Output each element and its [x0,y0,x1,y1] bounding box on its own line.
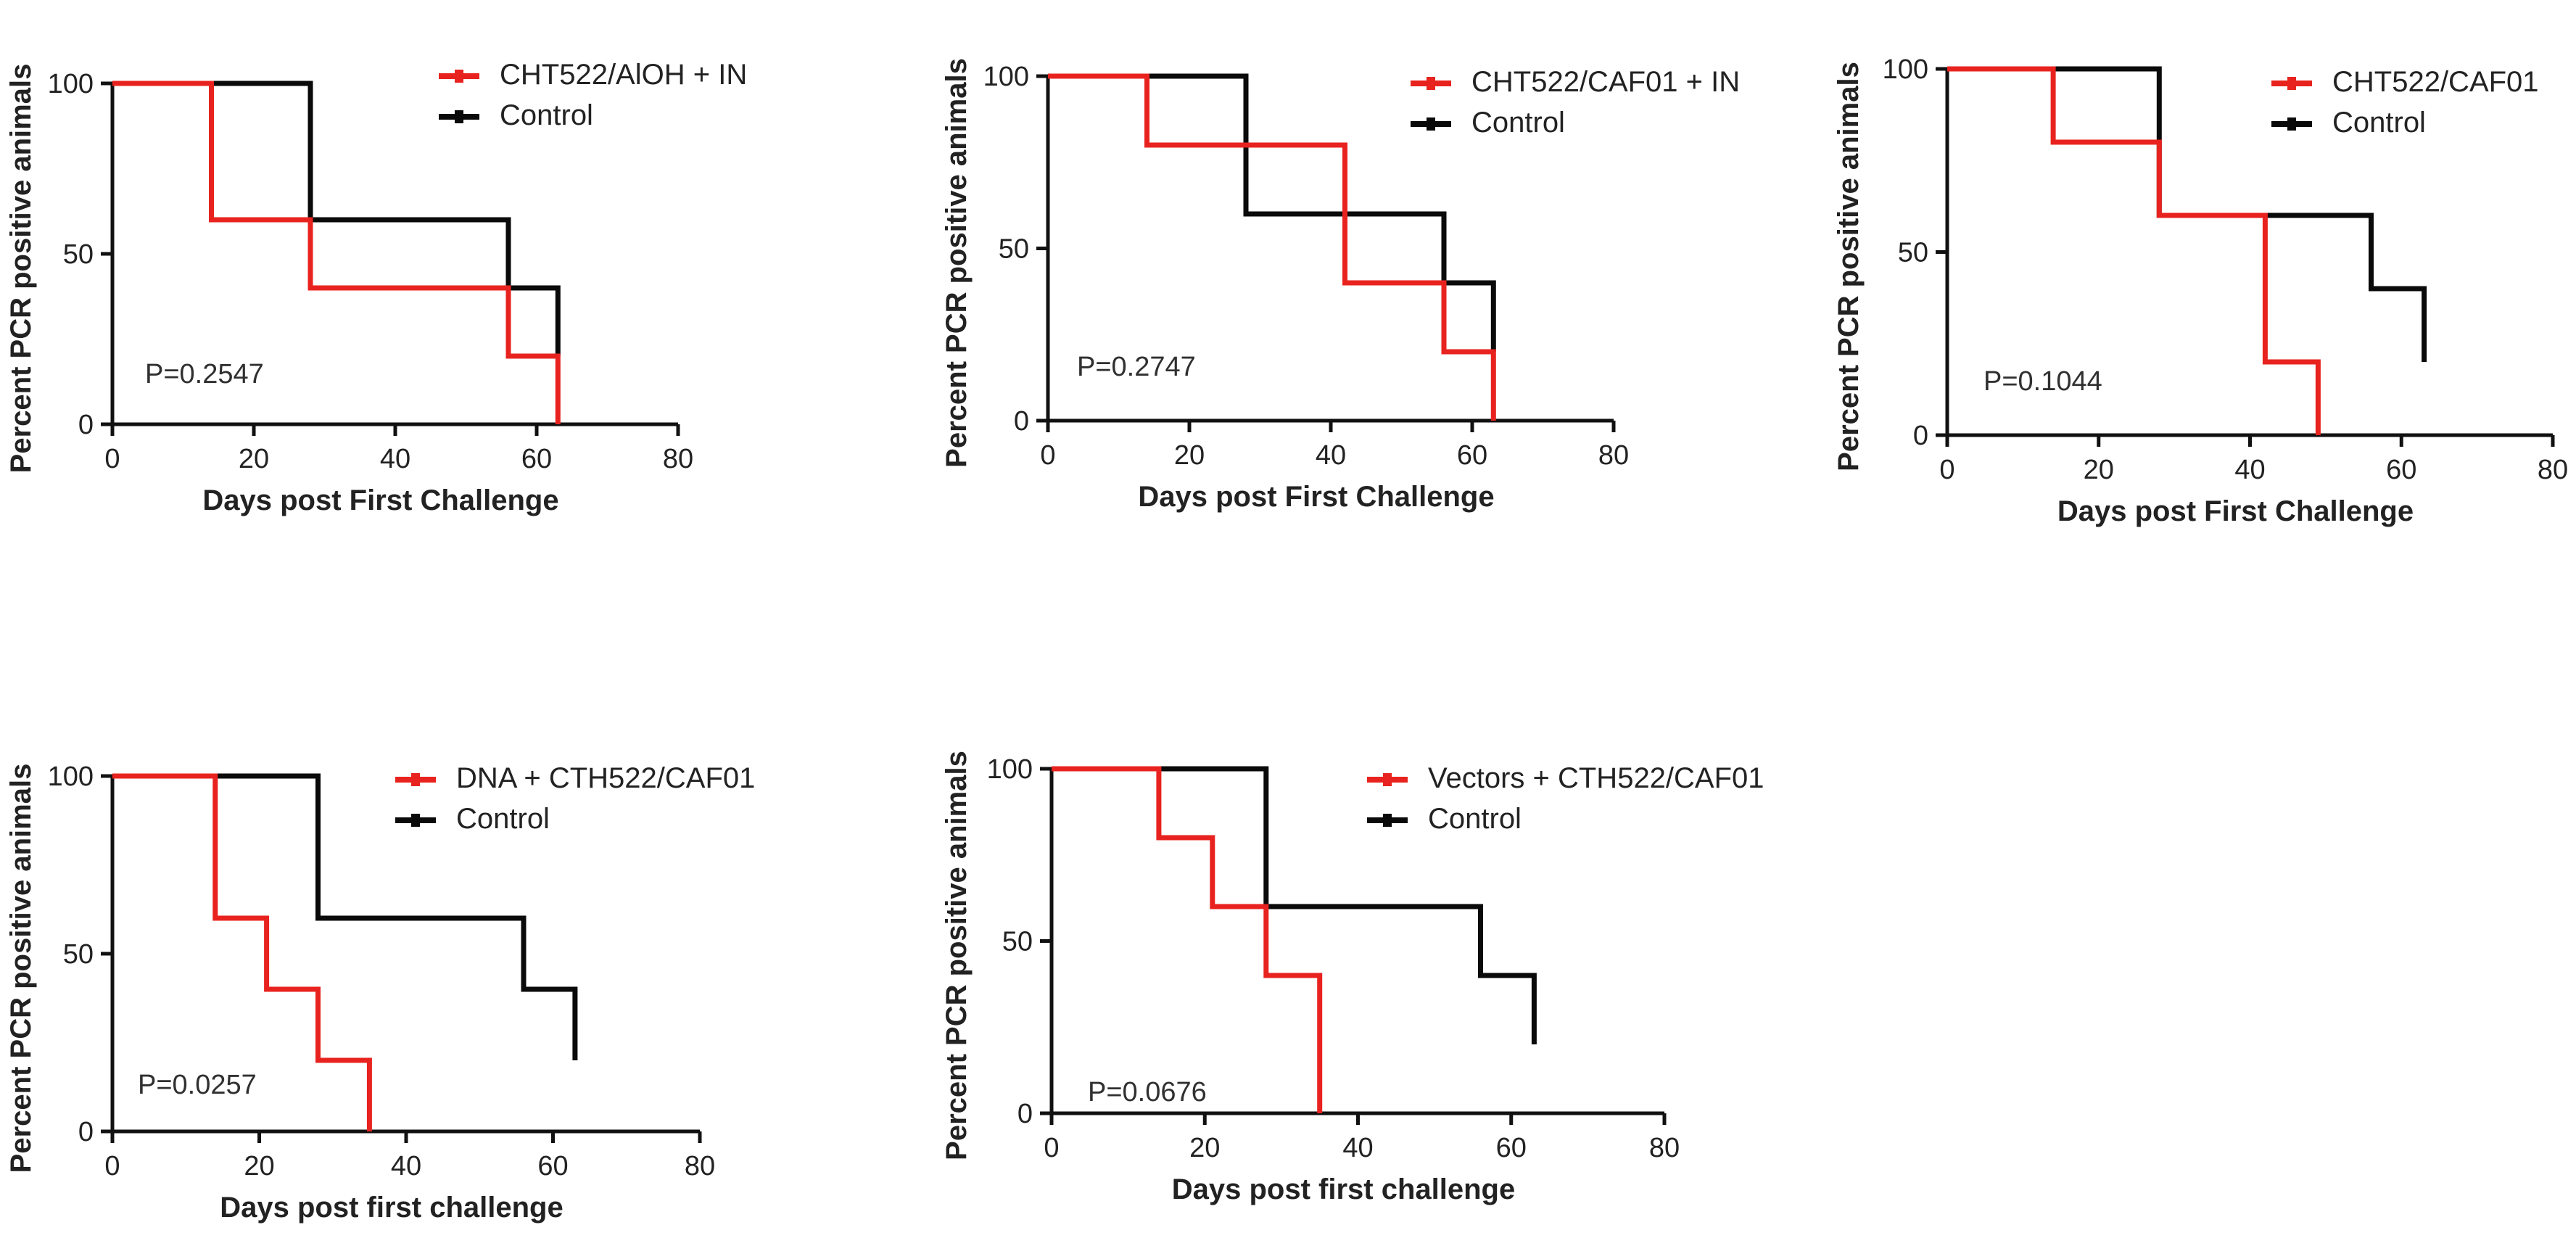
x-tick-label: 20 [2084,455,2114,485]
x-tick-label: 20 [1189,1133,1220,1163]
p-value-annotation: P=0.0676 [1088,1077,1207,1107]
x-tick-label: 80 [1598,440,1629,471]
legend-label: Control [1428,803,1522,835]
y-tick-label: 0 [78,1117,94,1147]
x-tick-label: 20 [239,444,269,474]
y-tick-label: 100 [48,69,94,99]
treatment-survival-curve [112,773,372,1131]
y-tick-label: 0 [1913,421,1928,451]
p-value-annotation: P=0.2547 [145,359,264,389]
treatment-survival-curve [1048,73,1496,421]
p-value-annotation: P=0.0257 [138,1070,257,1100]
chart-svg-5: 0 20 40 60 80 0 50 100 Days post first challenge… [941,751,1680,1205]
y-tick-label: 0 [78,410,94,440]
y-tick-label: 100 [48,762,94,792]
y-axis-title: Percent PCR positive animals [5,764,37,1173]
x-tick-label: 40 [2234,455,2265,485]
y-tick-label: 100 [987,754,1033,785]
chart-svg-1: 0 20 40 60 80 0 50 100 Days post First Challenge… [5,64,693,516]
y-tick-label: 100 [983,62,1029,92]
x-tick-label: 20 [1174,440,1205,471]
legend-label: Vectors + CTH522/CAF01 [1428,762,1764,794]
x-tick-label: 0 [104,1151,120,1181]
chart-panel-4: 0 20 40 60 80 0 50 100 Days post first challenge… [0,696,834,1246]
y-axis-title: Percent PCR positive animals [5,64,37,474]
x-tick-label: 60 [521,444,552,474]
chart-panel-5: 0 20 40 60 80 0 50 100 Days post first challenge… [936,696,1878,1246]
y-tick-label: 50 [63,239,94,270]
chart-panel-1: 0 20 40 60 80 0 50 100 Days post First Challenge… [0,0,834,551]
x-tick-label: 80 [2538,455,2568,485]
treatment-survival-curve [112,81,561,424]
chart-svg-2: 0 20 40 60 80 0 50 100 Days post First Challenge… [941,58,1629,513]
legend-label: CHT522/CAF01 + IN [1471,66,1741,98]
treatment-survival-curve [1052,766,1323,1113]
legend-swatch-red [1411,77,1451,90]
chart-svg-3: 0 20 40 60 80 0 50 100 Days post First Challenge… [1833,54,2568,527]
x-tick-label: 60 [1496,1133,1527,1163]
legend-swatch-red [439,70,479,83]
x-tick-label: 40 [1316,440,1346,471]
x-tick-label: 60 [2386,455,2416,485]
legend-swatch-red [1367,773,1408,786]
x-tick-label: 0 [1044,1133,1059,1163]
control-survival-curve [112,81,561,356]
control-survival-curve [1048,73,1496,352]
p-value-annotation: P=0.2747 [1077,352,1196,382]
y-tick-label: 50 [63,939,94,970]
legend-swatch-black [2271,117,2312,131]
x-tick-label: 80 [685,1151,715,1181]
x-tick-label: 40 [1342,1133,1373,1163]
control-survival-curve [1052,766,1537,1044]
control-survival-curve [112,773,578,1060]
y-tick-label: 0 [1017,1099,1033,1129]
chart-panel-3: 0 20 40 60 80 0 50 100 Days post First Challenge… [1828,0,2576,551]
legend-swatch-black [439,110,479,123]
x-tick-label: 20 [244,1151,274,1181]
legend-label: CHT522/AlOH + IN [500,59,748,91]
x-tick-label: 0 [1040,440,1055,471]
legend-label: DNA + CTH522/CAF01 [456,762,756,794]
x-tick-label: 40 [380,444,410,474]
x-tick-label: 0 [1939,455,1954,485]
legend-swatch-red [395,773,436,786]
legend-label: Control [500,99,593,131]
x-axis-title: Days post first challenge [1172,1173,1515,1205]
legend-swatch-black [1367,814,1408,827]
y-tick-label: 50 [1898,238,1928,268]
p-value-annotation: P=0.1044 [1983,366,2102,397]
y-axis-title: Percent PCR positive animals [941,751,973,1160]
y-tick-label: 50 [999,234,1029,265]
x-axis-title: Days post First Challenge [2057,495,2414,527]
y-axis-title: Percent PCR positive animals [941,58,973,468]
x-tick-label: 80 [1649,1133,1680,1163]
legend-swatch-black [1411,117,1451,131]
x-tick-label: 0 [104,444,120,474]
x-tick-label: 40 [391,1151,421,1181]
x-tick-label: 60 [537,1151,568,1181]
x-axis-title: Days post First Challenge [1138,481,1494,513]
legend-swatch-red [2271,77,2312,90]
y-axis-title: Percent PCR positive animals [1833,62,1865,471]
y-tick-label: 100 [1883,54,1928,85]
chart-panel-2: 0 20 40 60 80 0 50 100 Days post First Challenge… [936,0,1770,551]
y-tick-label: 50 [1002,927,1033,957]
y-tick-label: 0 [1014,406,1029,437]
legend-label: CHT522/CAF01 [2332,66,2539,98]
x-axis-title: Days post first challenge [220,1192,563,1224]
x-tick-label: 60 [1457,440,1487,471]
legend-label: Control [2332,107,2426,139]
x-tick-label: 80 [663,444,693,474]
legend-label: Control [1471,107,1565,139]
chart-svg-4: 0 20 40 60 80 0 50 100 Days post first challenge… [5,762,715,1224]
control-survival-curve [1947,66,2427,362]
treatment-survival-curve [1947,66,2321,435]
legend-label: Control [456,803,550,835]
x-axis-title: Days post First Challenge [202,484,558,516]
legend-swatch-black [395,814,436,827]
